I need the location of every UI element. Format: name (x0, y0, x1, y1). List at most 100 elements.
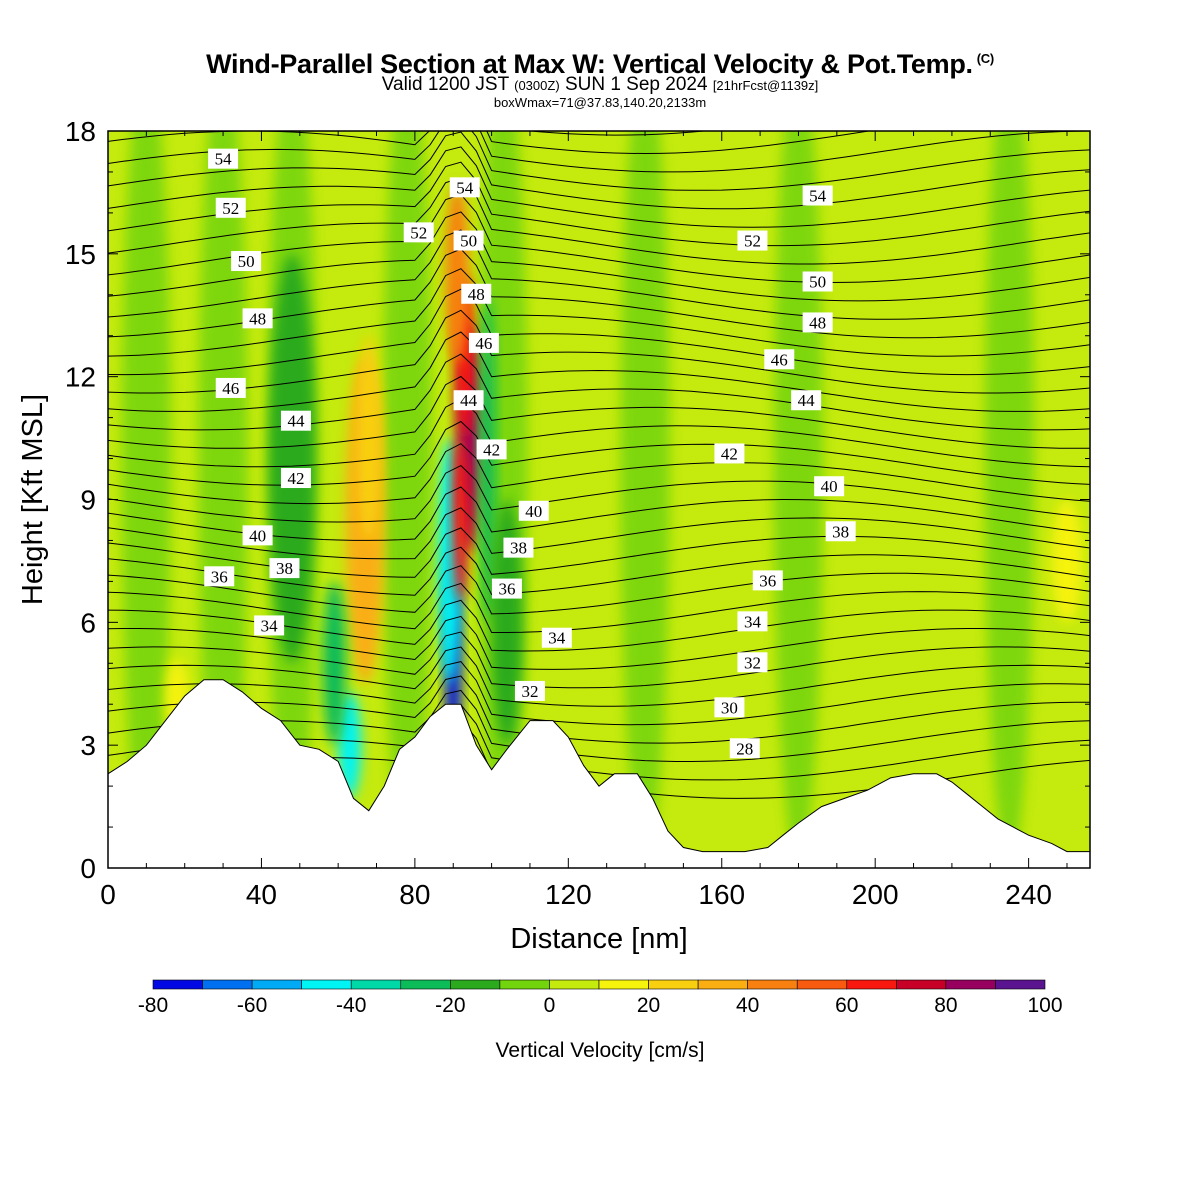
theta-label-group: 54 (802, 185, 833, 206)
theta-label: 54 (809, 187, 827, 206)
theta-label: 38 (276, 559, 293, 578)
theta-contour-line (108, 661, 1090, 726)
theta-label-box (714, 697, 745, 718)
theta-label: 46 (222, 379, 239, 398)
colorbar-tick-label: -20 (435, 994, 465, 1017)
theta-label: 36 (759, 571, 776, 590)
theta-label-group: 48 (461, 283, 492, 304)
theta-contour-line (108, 646, 1090, 707)
theta-label: 32 (521, 682, 538, 701)
theta-label-box (453, 390, 484, 411)
theta-label-box (215, 377, 246, 398)
theta-label-box (208, 148, 239, 169)
theta-label-box (714, 443, 745, 464)
theta-label-group: 44 (791, 390, 822, 411)
theta-label-box (802, 185, 833, 206)
theta-contour-line (526, 131, 710, 136)
theta-label-group: 46 (764, 349, 795, 370)
theta-label-group: 32 (737, 652, 768, 673)
theta-label-box (802, 312, 833, 333)
theta-contour-line (108, 546, 1090, 596)
theta-contour-line (108, 309, 1090, 394)
colorbar-tick-label: 80 (934, 994, 957, 1017)
theta-label: 48 (809, 313, 826, 332)
theta-contour-line (108, 507, 1090, 560)
colorbar-tick-label: 0 (544, 994, 556, 1017)
theta-label-group: 42 (714, 443, 745, 464)
chart-header: Wind-Parallel Section at Max W: Vertical… (0, 44, 1200, 110)
theta-contour-line (108, 59, 1090, 116)
theta-label: 28 (736, 739, 753, 758)
theta-label-box (503, 537, 534, 558)
velocity-cell (445, 184, 469, 365)
theta-contour-line (108, 194, 1090, 284)
theta-label-group: 28 (729, 738, 760, 759)
theta-label: 52 (744, 232, 761, 251)
theta-label: 34 (548, 629, 566, 648)
theta-label-box (737, 230, 768, 251)
colorbar-swatch (450, 979, 501, 990)
box-wmax-line: boxWmax=71@37.83,140.20,2133m (493, 95, 707, 110)
theta-contour-line (108, 582, 1090, 633)
theta-label-box (215, 197, 246, 218)
y-tick-label: 12 (65, 362, 96, 393)
theta-label: 34 (261, 616, 279, 635)
theta-label-group: 34 (254, 615, 285, 636)
theta-contour-line (108, 268, 1090, 357)
theta-label-box (825, 521, 856, 542)
theta-label: 40 (249, 526, 266, 545)
y-tick-label: 18 (65, 116, 96, 147)
theta-contour-line (108, 331, 1090, 412)
theta-label-group: 36 (204, 566, 235, 587)
colorbar-tick-label: -40 (336, 994, 366, 1017)
theta-label-box (737, 652, 768, 673)
colorbar-swatch (796, 979, 848, 990)
theta-label-group: 44 (280, 410, 311, 431)
theta-label-group: 54 (208, 148, 239, 169)
theta-label-box (791, 390, 822, 411)
colorbar-swatch (152, 979, 203, 990)
velocity-cell (453, 438, 469, 602)
theta-contour-line (108, 229, 1090, 320)
colorbar-swatch (747, 979, 798, 990)
x-tick-label: 200 (852, 879, 899, 910)
theta-contour-line (108, 177, 1090, 265)
theta-label-group: 52 (403, 222, 434, 243)
y-tick-label: 0 (80, 853, 96, 884)
colorbar-tick-label: 20 (637, 994, 660, 1017)
colorbar-swatch (549, 979, 600, 990)
colorbar-tick-label: 60 (835, 994, 858, 1017)
velocity-cell (491, 499, 523, 746)
theta-label: 42 (287, 469, 304, 488)
theta-contour-line (108, 398, 1090, 468)
theta-label-group: 38 (503, 537, 534, 558)
x-tick-label: 120 (545, 879, 592, 910)
theta-label-group: 50 (453, 230, 484, 251)
theta-label-group: 40 (242, 525, 273, 546)
theta-label: 40 (821, 477, 838, 496)
colorbar-swatch (697, 979, 748, 990)
theta-label-group: 42 (476, 439, 507, 460)
theta-label-group: 52 (737, 230, 768, 251)
theta-contour-line (108, 211, 1090, 302)
theta-label-box (468, 332, 499, 353)
theta-contour-line (108, 565, 1090, 615)
chart-title: Wind-Parallel Section at Max W: Vertical… (0, 44, 1200, 79)
colorbar-swatch (598, 979, 649, 990)
theta-label-box (449, 177, 480, 198)
theta-label-box (461, 283, 492, 304)
theta-contour-line (108, 353, 1090, 431)
valid-prefix: Valid 1200 JST (381, 74, 509, 95)
theta-label-group: 40 (518, 500, 549, 521)
theta-label-group: 32 (514, 680, 545, 701)
theta-label: 44 (460, 391, 478, 410)
colorbar-swatch (251, 979, 302, 990)
valid-time-line: Valid 1200 JST (0300Z) SUN 1 Sep 2024 [2… (0, 75, 1200, 96)
theta-label-box (242, 308, 273, 329)
theta-label-group: 50 (231, 251, 262, 272)
theta-label-group: 54 (449, 177, 480, 198)
theta-contours (108, 59, 1090, 799)
theta-contour-line (108, 420, 1090, 486)
theta-label-box (476, 439, 507, 460)
